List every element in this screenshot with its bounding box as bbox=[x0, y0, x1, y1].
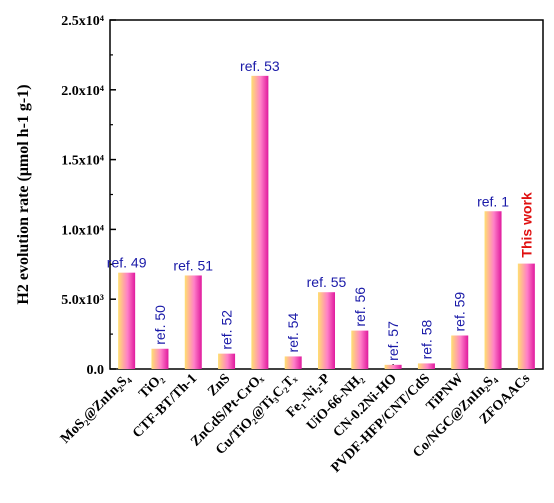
y-tick-label: 2.5x10⁴ bbox=[61, 14, 105, 29]
bar-data-label: ref. 1 bbox=[477, 193, 509, 209]
x-tick-label: ZnS bbox=[205, 371, 233, 399]
y-axis-label: H2 evolution rate (μmol h-1 g-1) bbox=[15, 84, 32, 304]
bar-data-label: ref. 49 bbox=[107, 255, 147, 271]
bar-data-label: ref. 59 bbox=[452, 292, 468, 332]
bar bbox=[484, 211, 502, 369]
bar-data-label: ref. 56 bbox=[352, 287, 368, 327]
bar bbox=[251, 75, 269, 369]
x-tick-label: MoS₂@ZnIn₂S₄ bbox=[58, 371, 134, 447]
bar bbox=[151, 348, 169, 369]
y-tick-label: 0.0 bbox=[87, 363, 105, 378]
bar bbox=[284, 356, 302, 369]
bar-data-label: This work bbox=[518, 192, 534, 258]
y-tick-label: 1.0x10⁴ bbox=[61, 223, 105, 238]
bar bbox=[384, 364, 402, 369]
bar bbox=[184, 275, 202, 369]
bar-data-label: ref. 52 bbox=[219, 310, 235, 350]
bar bbox=[318, 292, 335, 369]
bar bbox=[451, 335, 469, 369]
bar-data-label: ref. 54 bbox=[285, 313, 301, 353]
y-tick-label: 1.5x10⁴ bbox=[61, 154, 105, 169]
bar-data-label: ref. 58 bbox=[418, 320, 434, 360]
bar-data-label: ref. 57 bbox=[385, 321, 401, 361]
bar bbox=[118, 272, 136, 369]
bar-data-label: ref. 50 bbox=[152, 305, 168, 345]
bar bbox=[218, 353, 236, 369]
y-tick-label: 5.0x10³ bbox=[61, 293, 104, 308]
bar-data-label: ref. 55 bbox=[307, 274, 347, 290]
bar-data-label: ref. 53 bbox=[240, 58, 280, 74]
bar bbox=[517, 263, 535, 369]
y-tick-label: 2.0x10⁴ bbox=[61, 84, 105, 99]
chart-bars bbox=[118, 75, 535, 369]
bar bbox=[417, 363, 435, 369]
bar-data-label: ref. 51 bbox=[173, 257, 213, 273]
bar bbox=[351, 330, 369, 369]
